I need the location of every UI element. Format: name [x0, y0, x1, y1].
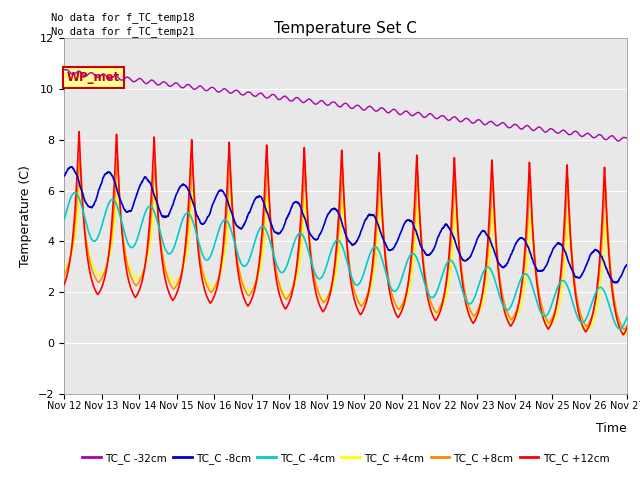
- X-axis label: Time: Time: [596, 422, 627, 435]
- Text: No data for f_TC_temp21: No data for f_TC_temp21: [51, 26, 195, 37]
- Text: WP_met: WP_met: [67, 71, 120, 84]
- Text: No data for f_TC_temp18: No data for f_TC_temp18: [51, 12, 195, 23]
- Title: Temperature Set C: Temperature Set C: [274, 21, 417, 36]
- Legend: TC_C -32cm, TC_C -8cm, TC_C -4cm, TC_C +4cm, TC_C +8cm, TC_C +12cm: TC_C -32cm, TC_C -8cm, TC_C -4cm, TC_C +…: [77, 448, 614, 468]
- Y-axis label: Temperature (C): Temperature (C): [19, 165, 32, 267]
